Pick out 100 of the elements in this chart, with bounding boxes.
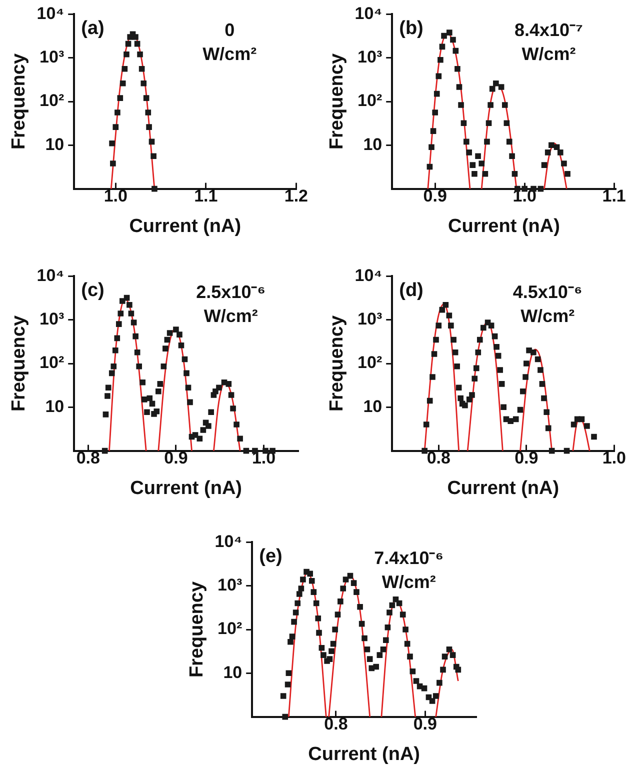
annotation: 0 xyxy=(224,20,235,40)
point xyxy=(506,138,512,145)
point xyxy=(185,384,192,391)
x-axis-title: Current (nA) xyxy=(130,478,242,499)
y-tick-label: 10 xyxy=(45,396,64,416)
point xyxy=(456,84,462,90)
point xyxy=(128,310,134,316)
point xyxy=(112,124,119,130)
x-axis-title: Current (nA) xyxy=(447,478,560,499)
x-tick-label: 1.0 xyxy=(602,448,626,468)
y-axis-title: Frequency xyxy=(8,315,30,412)
x-tick-label: 1.0 xyxy=(104,186,128,206)
point xyxy=(446,30,452,36)
point xyxy=(124,294,130,301)
point xyxy=(120,80,126,86)
point xyxy=(187,399,193,406)
point xyxy=(140,80,147,86)
point xyxy=(237,436,243,442)
annotation: W/cm² xyxy=(202,44,257,64)
point xyxy=(430,374,436,380)
point xyxy=(102,448,108,454)
y-axis-title: Frequency xyxy=(8,53,30,150)
point xyxy=(137,51,143,58)
point xyxy=(493,80,499,86)
point xyxy=(184,370,190,376)
point xyxy=(428,144,434,150)
x-axis-title: Current (nA) xyxy=(448,216,560,237)
point xyxy=(466,396,472,402)
point xyxy=(480,324,486,331)
annotation: 8.4x10⁻⁷ xyxy=(514,20,583,40)
annotation: 2.5x10⁻⁶ xyxy=(196,282,266,302)
point xyxy=(426,398,433,404)
point xyxy=(452,48,459,54)
point xyxy=(144,409,150,416)
point xyxy=(500,404,506,410)
y-tick-label: 10 xyxy=(45,134,64,154)
point xyxy=(166,330,173,336)
point xyxy=(448,322,454,328)
point xyxy=(160,363,167,370)
point xyxy=(132,333,138,340)
x-tick-label: 1.1 xyxy=(602,186,626,206)
point xyxy=(122,66,128,72)
point xyxy=(534,356,541,362)
point xyxy=(423,422,430,428)
point xyxy=(450,36,456,43)
point xyxy=(472,170,478,177)
point xyxy=(228,392,234,398)
x-tick-label: 0.9 xyxy=(164,448,188,468)
x-tick-label: 0.8 xyxy=(324,714,348,734)
point xyxy=(438,56,444,63)
point xyxy=(143,95,150,101)
point xyxy=(476,336,483,343)
point xyxy=(458,395,464,402)
y-axis-title: Frequency xyxy=(326,315,348,412)
point xyxy=(104,393,110,399)
point xyxy=(138,66,145,72)
point xyxy=(539,381,546,387)
point xyxy=(145,110,152,116)
point xyxy=(140,379,146,386)
annotation: W/cm² xyxy=(520,306,575,326)
chart-title: (d) xyxy=(399,280,424,302)
y-tick-label: 10² xyxy=(40,91,64,110)
point xyxy=(436,73,442,80)
point xyxy=(504,120,510,126)
point xyxy=(132,34,138,40)
point xyxy=(541,395,547,402)
point xyxy=(522,374,528,380)
point xyxy=(526,347,532,354)
point xyxy=(116,321,122,327)
point xyxy=(432,110,438,116)
y-tick-label: 10 xyxy=(363,396,382,416)
point xyxy=(124,51,130,58)
point xyxy=(502,102,508,108)
point xyxy=(538,367,544,373)
x-tick-label: 0.8 xyxy=(426,448,450,468)
point xyxy=(422,448,428,454)
y-tick-label: 10⁴ xyxy=(354,266,382,285)
point xyxy=(446,312,452,318)
point xyxy=(120,298,126,304)
point xyxy=(192,432,198,438)
point xyxy=(454,66,460,72)
point xyxy=(452,349,458,356)
point xyxy=(564,448,570,454)
y-tick-label: 10⁴ xyxy=(36,4,64,23)
y-tick-label: 10⁴ xyxy=(214,532,242,551)
y-tick-label: 10 xyxy=(363,134,382,154)
point xyxy=(149,400,156,407)
point xyxy=(484,138,490,145)
y-tick-label: 10² xyxy=(218,619,242,638)
point xyxy=(426,164,433,170)
point xyxy=(114,110,120,116)
point xyxy=(488,102,494,108)
y-tick-label: 10² xyxy=(358,91,382,110)
point xyxy=(591,434,597,440)
point xyxy=(134,349,140,356)
point xyxy=(105,384,112,391)
chart-title: (b) xyxy=(399,18,424,40)
x-tick-label: 0.9 xyxy=(413,714,437,734)
point xyxy=(108,370,115,376)
x-tick-label: 0.8 xyxy=(76,448,100,468)
